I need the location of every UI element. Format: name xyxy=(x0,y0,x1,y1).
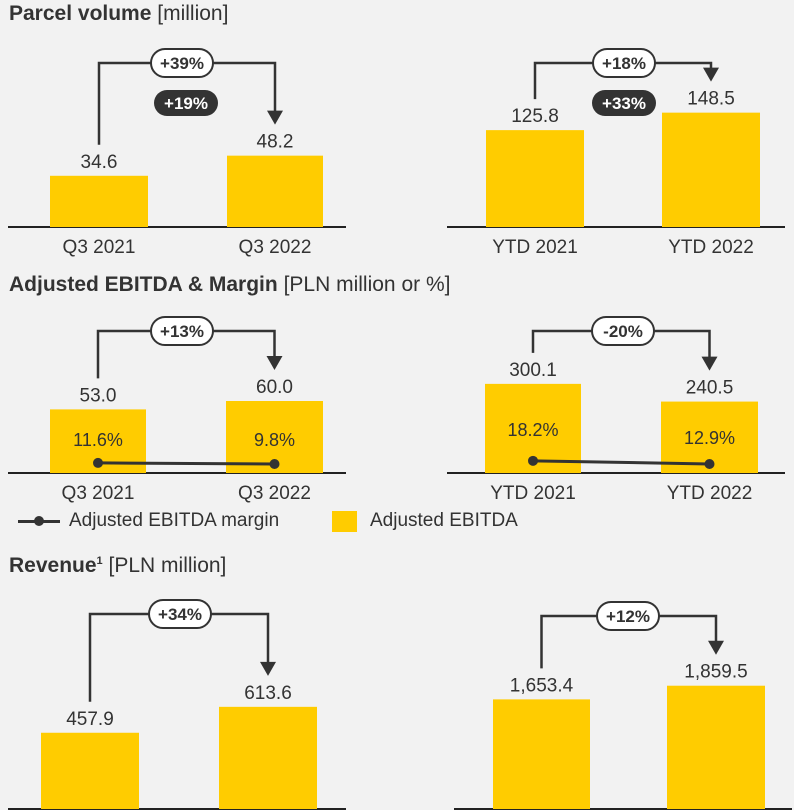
bar-value-label: 613.6 xyxy=(244,683,292,704)
change-arrowhead xyxy=(708,640,724,655)
bar-value-label: 457.9 xyxy=(66,709,114,730)
margin-value-label: 9.8% xyxy=(254,430,295,450)
ebitda-title: Adjusted EBITDA & Margin [PLN million or… xyxy=(9,273,450,297)
change-pill-label: +39% xyxy=(160,54,204,73)
margin-value-label: 11.6% xyxy=(73,430,123,450)
bar xyxy=(50,175,148,227)
ebitda-unit: [PLN million or %] xyxy=(283,273,451,296)
category-label: Q3 2021 xyxy=(62,483,135,504)
change-pill-dark xyxy=(592,90,656,116)
category-label: Q3 2022 xyxy=(238,483,311,504)
bar xyxy=(41,732,139,809)
bar-value-label: 48.2 xyxy=(257,132,294,153)
change-pill-label: +12% xyxy=(606,607,650,626)
legend-bar-swatch xyxy=(332,510,357,532)
bar-value-label: 1,653.4 xyxy=(510,675,574,696)
revenue-footnote-marker: 1 xyxy=(96,555,103,567)
bar-value-label: 34.6 xyxy=(81,152,118,173)
revenue-unit: [PLN million] xyxy=(108,554,227,577)
bar xyxy=(227,155,323,227)
change-pill xyxy=(148,599,212,629)
change-pill-label: -20% xyxy=(603,322,643,341)
category-label: YTD 2021 xyxy=(490,483,576,504)
change-pill xyxy=(596,601,660,631)
change-arrowhead xyxy=(260,661,276,676)
category-label: Q3 2021 xyxy=(63,237,136,258)
change-pill xyxy=(592,48,656,78)
parcel-volume-title-text: Parcel volume xyxy=(9,2,152,25)
margin-value-label: 12.9% xyxy=(684,428,735,448)
change-arrowhead xyxy=(703,67,719,82)
bar xyxy=(486,130,584,227)
legend-ebitda-label: Adjusted EBITDA xyxy=(370,510,518,531)
change-pill-dark xyxy=(154,90,218,116)
margin-point xyxy=(93,457,103,468)
bar xyxy=(662,112,760,227)
legend-item-margin: Adjusted EBITDA margin xyxy=(18,510,279,532)
category-label: YTD 2022 xyxy=(667,483,753,504)
bar xyxy=(667,685,765,809)
legend-item-ebitda: Adjusted EBITDA xyxy=(332,510,518,532)
change-pill-label: +34% xyxy=(158,605,202,624)
bar-value-label: 240.5 xyxy=(686,378,734,399)
bar-value-label: 53.0 xyxy=(80,385,117,406)
bar-value-label: 148.5 xyxy=(687,89,735,110)
change-pill-label: +18% xyxy=(602,54,646,73)
change-pill-dark-label: +19% xyxy=(164,94,208,113)
margin-point xyxy=(269,459,280,469)
parcel-volume-ytd-chart: 125.8 148.5 YTD 2021 YTD 2022 +18% +33% xyxy=(447,48,785,258)
revenue-title-text: Revenue1 xyxy=(9,554,103,577)
change-pill xyxy=(150,316,214,346)
bar-value-label: 60.0 xyxy=(256,377,293,398)
change-arrowhead xyxy=(266,356,283,370)
change-arrowhead xyxy=(267,110,283,125)
change-pill xyxy=(591,316,655,346)
change-pill xyxy=(150,48,214,78)
legend-margin-label: Adjusted EBITDA margin xyxy=(69,510,280,531)
margin-line xyxy=(97,461,275,466)
parcel-volume-unit: [million] xyxy=(157,2,229,25)
parcel-volume-q3-chart: 34.6 48.2 Q3 2021 Q3 2022 +39% +19% xyxy=(8,48,346,258)
bar xyxy=(493,699,590,809)
bar-value-label: 300.1 xyxy=(509,360,557,381)
margin-point xyxy=(704,459,715,469)
ebitda-q3-chart: 53.0 60.0 Q3 2021 Q3 2022 +13% 11.6% 9.8% xyxy=(8,316,346,504)
bar-value-label: 125.8 xyxy=(511,106,559,127)
revenue-title-word: Revenue xyxy=(9,554,97,577)
bar-value-label: 1,859.5 xyxy=(684,662,747,683)
ebitda-title-text: Adjusted EBITDA & Margin xyxy=(9,273,278,296)
margin-point xyxy=(528,455,538,466)
revenue-title: Revenue1 [PLN million] xyxy=(9,554,226,578)
category-label: YTD 2021 xyxy=(492,237,578,258)
bar xyxy=(219,706,317,809)
margin-line xyxy=(532,459,710,466)
change-pill-label: +13% xyxy=(160,322,204,341)
change-pill-dark-label: +33% xyxy=(602,94,646,113)
parcel-volume-title: Parcel volume [million] xyxy=(9,2,228,26)
margin-value-label: 18.2% xyxy=(507,420,558,440)
category-label: YTD 2022 xyxy=(668,237,754,258)
change-arrowhead xyxy=(701,356,718,371)
legend-line-marker xyxy=(18,515,60,526)
category-label: Q3 2022 xyxy=(239,237,312,258)
ebitda-ytd-chart: 300.1 240.5 YTD 2021 YTD 2022 -20% 18.2% 12.9% xyxy=(447,316,785,504)
